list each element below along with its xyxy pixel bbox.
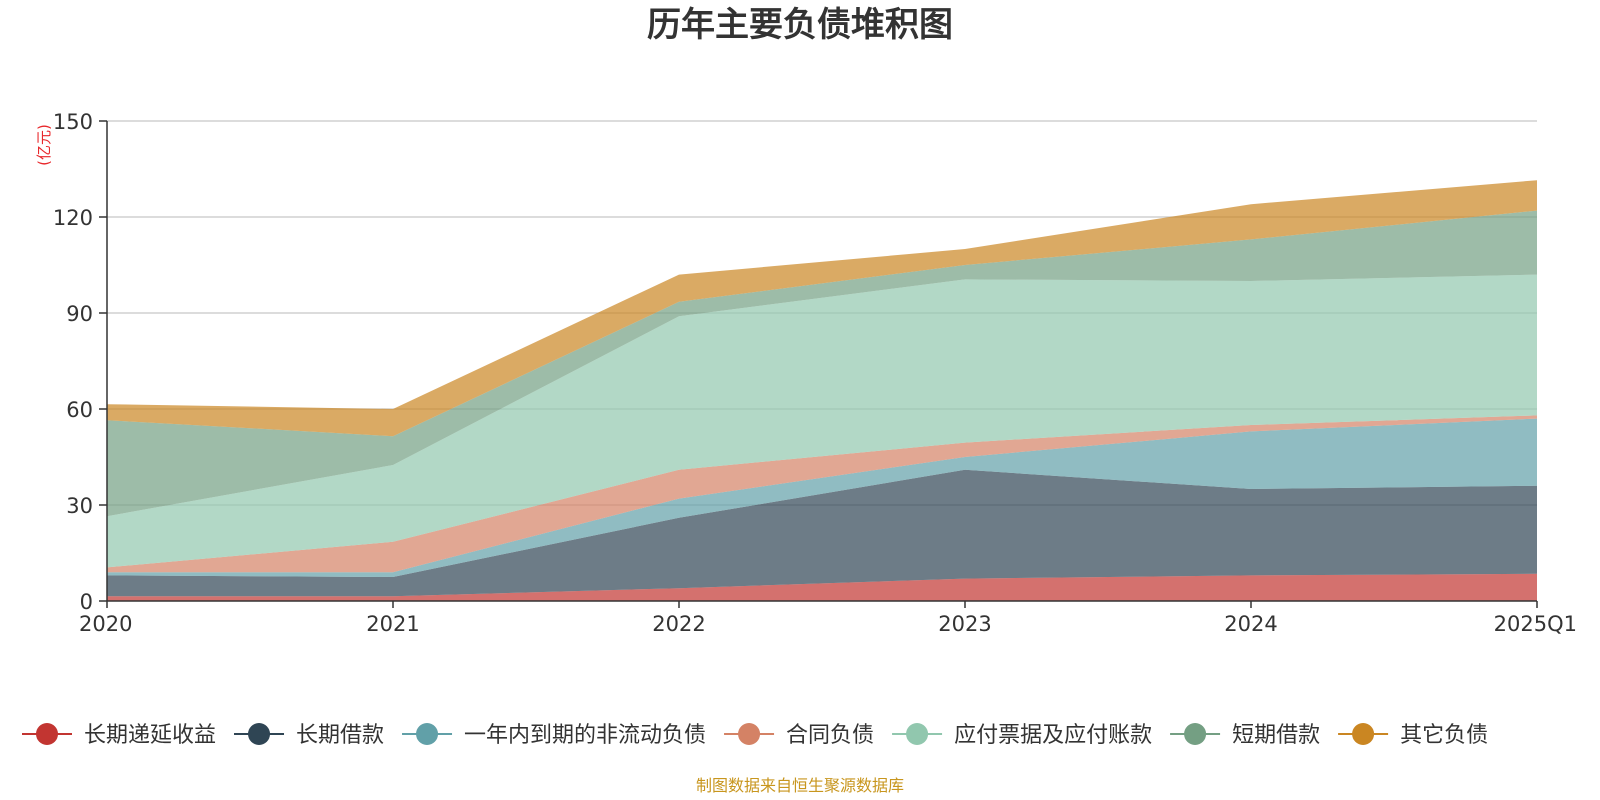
legend-label: 合同负债	[786, 723, 874, 748]
area-series-合同负债	[107, 415, 1537, 573]
legend-label: 应付票据及应付账款	[954, 723, 1152, 748]
y-tick-label: 30	[66, 494, 93, 518]
y-tick-label: 90	[66, 302, 93, 326]
legend-label: 长期递延收益	[84, 723, 216, 748]
x-tick-label: 2020	[79, 612, 132, 636]
legend-marker	[1352, 723, 1375, 745]
legend-marker	[738, 723, 761, 745]
y-tick-label: 120	[53, 206, 93, 230]
y-tick-label: 60	[66, 398, 93, 422]
legend-marker	[36, 723, 58, 745]
x-tick-label: 2025Q1	[1494, 612, 1577, 636]
legend-item[interactable]: 长期递延收益	[22, 723, 216, 748]
legend-marker	[248, 723, 271, 745]
legend-item[interactable]: 合同负债	[724, 723, 874, 748]
legend-item[interactable]: 一年内到期的非流动负债	[402, 723, 706, 748]
area-series-短期借款	[107, 210, 1537, 517]
legend-item[interactable]: 短期借款	[1170, 723, 1320, 748]
y-tick-label: 0	[80, 590, 93, 614]
legend-item[interactable]: 应付票据及应付账款	[892, 723, 1152, 748]
legend-marker	[906, 723, 929, 745]
legend-label: 长期借款	[296, 723, 384, 748]
legend-marker	[416, 723, 439, 745]
x-tick-label: 2021	[366, 612, 419, 636]
y-tick-label: 150	[53, 110, 93, 134]
chart-title: 历年主要负债堆积图	[647, 5, 953, 45]
area-series	[107, 180, 1537, 601]
axes: 0 30 60 90 120 150 2020 2021 2022 2023 2024 2025Q1	[53, 110, 1577, 636]
x-tick-label: 2023	[938, 612, 991, 636]
y-axis-unit: (亿元)	[35, 124, 53, 166]
area-series-长期借款	[107, 469, 1537, 597]
legend-label: 其它负债	[1400, 723, 1488, 748]
legend-label: 短期借款	[1232, 723, 1320, 748]
legend-marker	[1184, 723, 1207, 745]
x-tick-label: 2024	[1224, 612, 1277, 636]
legend-item[interactable]: 其它负债	[1338, 723, 1488, 748]
x-tick-label: 2022	[652, 612, 705, 636]
source-note: 制图数据来自恒生聚源数据库	[696, 776, 904, 795]
area-series-应付票据及应付账款	[107, 274, 1537, 568]
legend-item[interactable]: 长期借款	[234, 723, 384, 748]
area-series-一年内到期的非流动负债	[107, 418, 1537, 577]
legend-label: 一年内到期的非流动负债	[464, 723, 706, 748]
area-series-其它负债	[107, 180, 1537, 437]
legend[interactable]: 长期递延收益 长期借款 一年内到期的非流动负债 合同负债 应付票据及应付账款 短期借款 其它…	[22, 723, 1488, 748]
